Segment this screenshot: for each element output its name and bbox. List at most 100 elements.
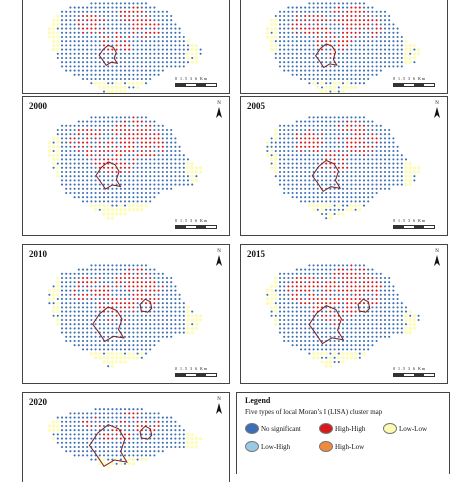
lisa-cell — [157, 318, 160, 322]
lisa-cell — [341, 35, 345, 39]
lisa-cell — [144, 433, 148, 436]
lisa-cell — [278, 327, 282, 330]
lisa-cell — [337, 175, 340, 178]
lisa-cell — [157, 44, 160, 47]
lisa-cell — [157, 158, 160, 161]
lisa-cell — [341, 6, 345, 9]
lisa-cell — [102, 44, 106, 47]
lisa-cell — [107, 450, 110, 453]
lisa-cell — [90, 276, 93, 280]
lisa-cell — [337, 264, 340, 267]
lisa-cell — [283, 293, 286, 296]
lisa-cell — [144, 276, 148, 280]
lisa-cell — [388, 149, 391, 153]
lisa-cell — [153, 124, 156, 127]
lisa-cell — [299, 154, 303, 157]
lisa-cell — [295, 327, 298, 330]
lisa-cell — [388, 61, 391, 64]
lisa-cell — [136, 281, 139, 284]
lisa-cell — [308, 73, 311, 76]
lisa-cell — [77, 272, 80, 275]
lisa-cell — [165, 170, 169, 174]
lisa-cell — [115, 293, 118, 296]
lisa-cell — [111, 73, 114, 76]
lisa-cell — [170, 297, 173, 301]
lisa-cell — [291, 306, 294, 309]
lisa-cell — [165, 310, 169, 313]
lisa-cell — [325, 276, 328, 280]
lisa-cell — [392, 65, 395, 68]
lisa-cell — [119, 212, 123, 216]
lisa-cell — [174, 285, 177, 288]
lisa-cell — [98, 462, 102, 466]
lisa-cell — [186, 44, 190, 47]
lisa-cell — [115, 56, 118, 60]
lisa-cell — [320, 293, 324, 296]
lisa-cell — [98, 344, 101, 347]
lisa-cell — [65, 289, 68, 292]
lisa-cell — [379, 276, 382, 280]
lisa-cell — [119, 116, 122, 119]
lisa-cell — [65, 124, 68, 127]
lisa-cell — [299, 179, 303, 182]
lisa-cell — [161, 162, 164, 165]
lisa-cell — [350, 154, 353, 157]
lisa-cell — [295, 73, 298, 76]
lisa-cell — [371, 170, 374, 174]
lisa-cell — [190, 330, 194, 335]
lisa-cell — [362, 293, 366, 296]
lisa-cell — [69, 445, 72, 449]
lisa-cell — [102, 297, 106, 301]
lisa-cell — [161, 281, 164, 284]
lisa-cell — [111, 276, 114, 280]
lisa-cell — [358, 52, 361, 55]
lisa-cell — [115, 445, 118, 449]
lisa-cell — [153, 154, 156, 157]
lisa-cell — [69, 166, 72, 169]
lisa-cell — [375, 175, 378, 178]
lisa-cell — [86, 348, 89, 351]
lisa-cell — [161, 175, 164, 178]
lisa-cell — [170, 416, 173, 419]
lisa-cell — [123, 35, 127, 39]
lisa-cell — [337, 285, 340, 288]
lisa-cell — [136, 433, 139, 436]
lisa-cell — [316, 191, 319, 195]
lisa-cell — [98, 145, 101, 148]
lisa-cell — [295, 191, 298, 195]
lisa-cell — [337, 44, 340, 47]
lisa-cell — [119, 310, 122, 313]
lisa-cell — [81, 429, 85, 432]
lisa-cell — [304, 73, 307, 76]
lisa-cell — [333, 120, 336, 123]
lisa-cell — [93, 356, 98, 360]
lisa-cell — [295, 293, 298, 296]
lisa-cell — [332, 89, 337, 93]
lisa-cell — [367, 61, 370, 64]
lisa-cell — [178, 27, 181, 30]
lisa-cell — [111, 204, 114, 207]
lisa-cell — [98, 6, 101, 9]
lisa-cell — [354, 14, 357, 18]
lisa-cell — [94, 272, 97, 275]
lisa-cell — [107, 77, 110, 81]
lisa-cell — [140, 323, 143, 326]
lisa-cell — [81, 310, 85, 313]
lisa-cell — [341, 170, 345, 174]
lisa-cell — [65, 128, 68, 132]
lisa-cell — [111, 120, 114, 123]
lisa-cell — [73, 170, 76, 174]
lisa-cell — [86, 276, 89, 280]
lisa-cell — [186, 52, 190, 56]
lisa-cell — [140, 141, 143, 144]
lisa-cell — [81, 10, 85, 13]
lisa-cell — [69, 339, 72, 343]
lisa-cell — [178, 318, 181, 322]
lisa-cell — [320, 272, 324, 275]
lisa-cell — [149, 306, 152, 309]
lisa-cell — [123, 408, 127, 411]
lisa-cell — [60, 145, 64, 148]
lisa-cell — [388, 335, 391, 338]
lisa-cell — [304, 19, 307, 22]
lisa-cell — [128, 52, 131, 55]
